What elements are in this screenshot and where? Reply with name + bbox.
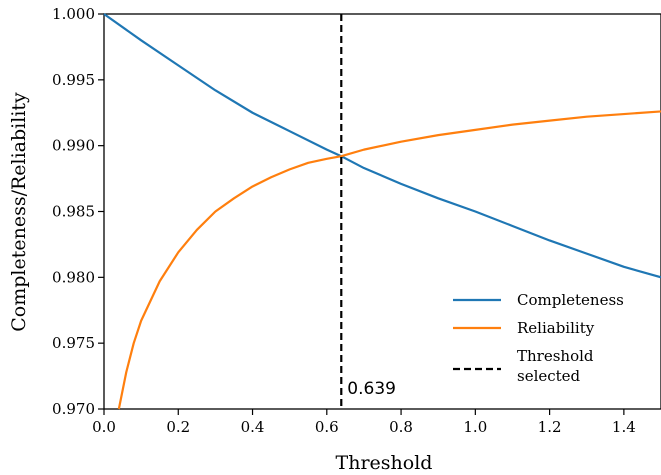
legend: Completeness Reliability Threshold selec… <box>453 291 624 385</box>
legend-label-reliability: Reliability <box>517 319 595 337</box>
y-tick-label: 1.000 <box>52 5 95 23</box>
x-tick-label: 0.8 <box>389 418 413 436</box>
x-tick-label: 1.2 <box>538 418 562 436</box>
x-axis-ticks: 0.0 0.2 0.4 0.6 0.8 1.0 1.2 1.4 <box>92 409 636 436</box>
legend-label-threshold-line2: selected <box>517 367 581 385</box>
legend-label-threshold-line1: Threshold <box>517 347 594 365</box>
series-line-reliability <box>117 110 661 410</box>
x-tick-label: 0.4 <box>241 418 265 436</box>
x-tick-label: 0.2 <box>166 418 190 436</box>
x-tick-label: 0.6 <box>315 418 339 436</box>
y-axis-ticks: 0.970 0.975 0.980 0.985 0.990 0.995 1.000 <box>52 5 104 418</box>
y-tick-label: 0.990 <box>52 137 95 155</box>
y-tick-label: 0.975 <box>52 334 95 352</box>
legend-label-completeness: Completeness <box>517 291 624 309</box>
x-axis-label: Threshold <box>336 452 433 474</box>
threshold-value-label: 0.639 <box>347 379 396 399</box>
x-tick-label: 1.4 <box>612 418 636 436</box>
y-tick-label: 0.970 <box>52 400 95 418</box>
series-line-completeness <box>103 13 661 279</box>
x-tick-label: 1.0 <box>463 418 487 436</box>
plot-area: 0.0 0.2 0.4 0.6 0.8 1.0 1.2 1.4 0.970 0.975 0.980… <box>52 5 661 436</box>
x-tick-label: 0.0 <box>92 418 116 436</box>
y-axis-label: Completeness/Reliability <box>8 92 30 332</box>
y-tick-label: 0.995 <box>52 71 95 89</box>
y-tick-label: 0.985 <box>52 203 95 221</box>
y-tick-label: 0.980 <box>52 268 95 286</box>
series-layer <box>103 13 661 410</box>
